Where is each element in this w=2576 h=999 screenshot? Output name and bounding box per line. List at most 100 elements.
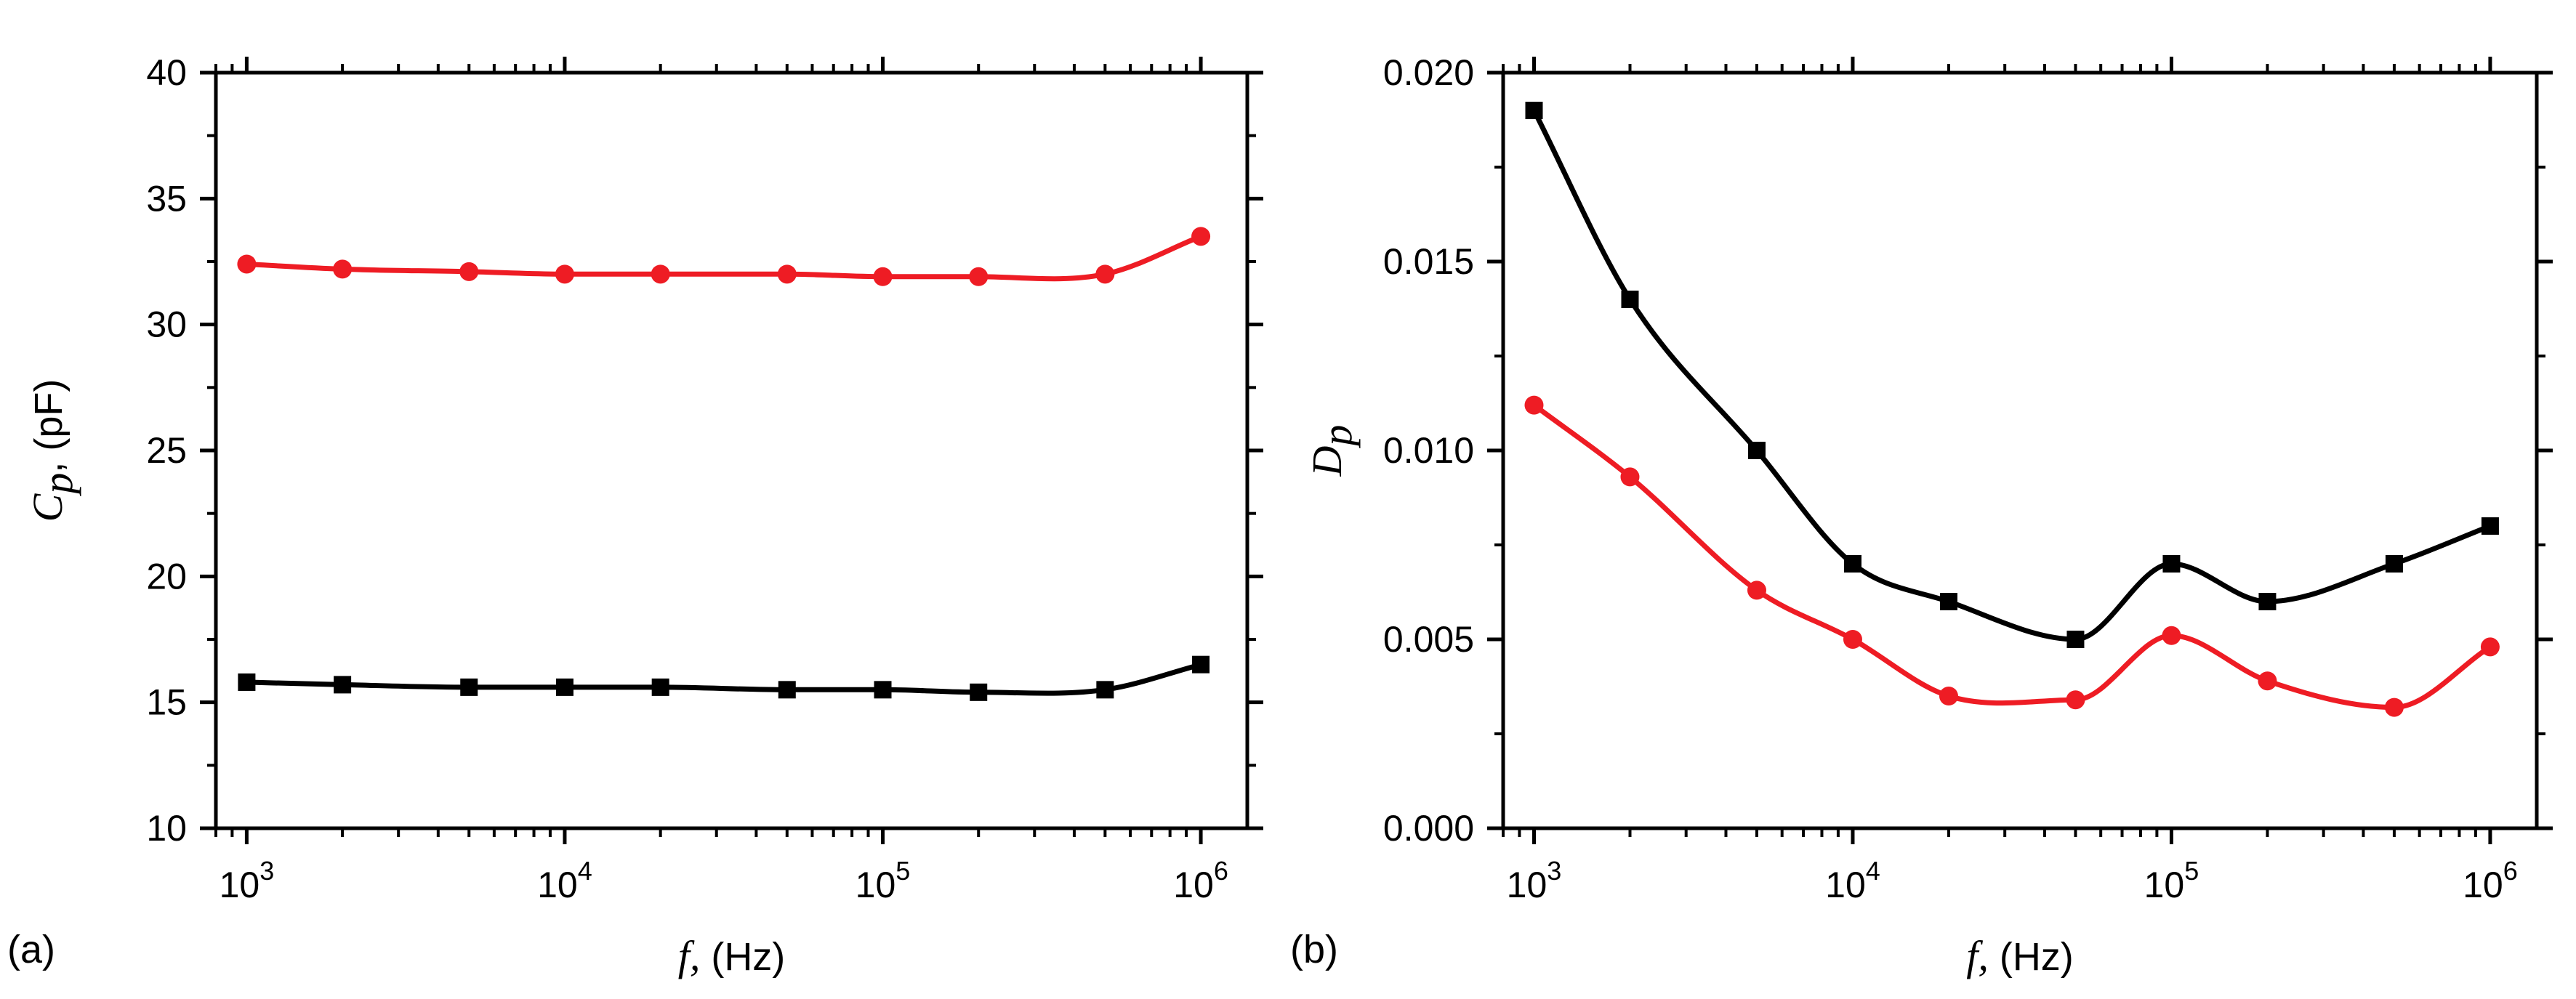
data-point-black	[778, 681, 796, 699]
y-tick-label: 30	[146, 304, 187, 345]
x-tick-label: 106	[2463, 856, 2518, 905]
data-point-black	[2258, 593, 2277, 610]
data-point-red	[2066, 690, 2085, 710]
data-point-black	[238, 673, 256, 691]
data-point-black	[874, 681, 892, 699]
data-point-black	[970, 683, 988, 701]
x-tick-label: 104	[537, 856, 592, 905]
y-tick-label: 10	[146, 808, 187, 849]
panel-label: (b)	[1290, 928, 1338, 971]
series-red	[237, 227, 1211, 286]
x-tick-base: 10	[537, 865, 578, 905]
data-point-black	[1843, 555, 1861, 573]
y-tick-label: 0.000	[1383, 808, 1474, 849]
x-axis-unit: (Hz)	[1989, 935, 2074, 979]
series-line-black	[1531, 109, 2492, 642]
x-tick-label: 106	[1173, 856, 1228, 905]
data-point-black	[2162, 555, 2181, 573]
x-tick-exponent: 3	[259, 856, 274, 886]
x-tick-exponent: 4	[1866, 856, 1880, 886]
data-point-red	[2480, 637, 2500, 657]
series-line-red	[246, 234, 1202, 282]
x-tick-exponent: 5	[2184, 856, 2199, 886]
data-point-red	[1939, 687, 1958, 705]
x-tick-base: 10	[1507, 865, 1547, 905]
x-tick-exponent: 6	[2503, 856, 2518, 886]
plot-frame	[1501, 70, 2539, 830]
data-point-black	[2481, 517, 2499, 535]
y-tick-label: 0.020	[1383, 52, 1474, 93]
data-point-black	[460, 678, 478, 696]
y-axis-title: Dp	[1303, 425, 1361, 477]
data-point-black	[1621, 291, 1639, 308]
y-tick-label: 40	[146, 52, 187, 93]
panel-label: (a)	[7, 928, 55, 971]
data-point-red	[1524, 395, 1544, 415]
data-point-red	[1620, 467, 1640, 487]
x-tick-exponent: 5	[895, 856, 910, 886]
y-axis-unit: , (pF)	[27, 379, 71, 473]
data-point-red	[2162, 626, 2181, 645]
data-point-black	[1096, 681, 1114, 699]
y-tick-label: 35	[146, 178, 187, 219]
x-tick-base: 10	[2144, 865, 2185, 905]
data-point-red	[969, 267, 989, 286]
data-point-red	[1747, 581, 1766, 600]
data-point-black	[1192, 655, 1210, 674]
data-point-black	[1525, 102, 1543, 119]
y-tick-label: 0.005	[1383, 619, 1474, 660]
y-tick-label: 20	[146, 556, 187, 596]
data-point-black	[651, 678, 669, 696]
x-axis-variable: f,	[1966, 932, 1989, 979]
data-point-red	[237, 254, 257, 274]
data-point-red	[777, 264, 797, 284]
data-point-black	[2385, 555, 2403, 573]
data-point-red	[1095, 264, 1115, 284]
x-axis-unit: (Hz)	[700, 935, 785, 979]
data-point-red	[333, 259, 353, 279]
y-axis-variable: D	[1303, 445, 1351, 477]
y-tick-label: 0.010	[1383, 430, 1474, 471]
data-point-red	[1843, 630, 1862, 649]
data-point-red	[651, 264, 670, 284]
y-axis-subscript: p	[1313, 425, 1361, 449]
x-tick-base: 10	[2463, 865, 2503, 905]
y-tick-label: 25	[146, 430, 187, 471]
x-tick-base: 10	[1825, 865, 1866, 905]
x-tick-label: 105	[2144, 856, 2199, 905]
data-point-black	[1939, 593, 1957, 610]
x-tick-base: 10	[1173, 865, 1214, 905]
data-point-red	[2384, 697, 2404, 717]
data-point-red	[873, 267, 893, 286]
plot-frame	[214, 70, 1249, 830]
x-tick-exponent: 6	[1214, 856, 1228, 886]
y-axis-title: Cp, (pF)	[24, 379, 81, 522]
data-point-black	[334, 676, 352, 694]
x-tick-label: 103	[1507, 856, 1562, 905]
y-axis-subscript: p	[34, 473, 81, 497]
data-point-red	[2258, 671, 2277, 691]
x-tick-label: 104	[1825, 856, 1880, 905]
data-point-black	[1747, 442, 1766, 459]
x-tick-label: 103	[220, 856, 275, 905]
x-axis-variable: f,	[678, 932, 701, 979]
y-axis-variable: C	[24, 493, 71, 522]
x-axis-title: f, (Hz)	[1966, 932, 2074, 979]
x-tick-label: 105	[856, 856, 911, 905]
data-point-black	[555, 678, 573, 696]
x-tick-exponent: 3	[1547, 856, 1561, 886]
series-line-red	[1532, 403, 2492, 711]
data-point-red	[1191, 227, 1211, 246]
data-point-black	[2066, 631, 2085, 648]
y-tick-label: 0.015	[1383, 241, 1474, 282]
series-black	[1525, 102, 2499, 648]
series-black	[238, 655, 1210, 701]
data-point-red	[459, 262, 479, 281]
series-red	[1524, 395, 2500, 717]
series-line-black	[246, 662, 1202, 696]
data-point-red	[555, 264, 574, 284]
x-tick-base: 10	[220, 865, 260, 905]
